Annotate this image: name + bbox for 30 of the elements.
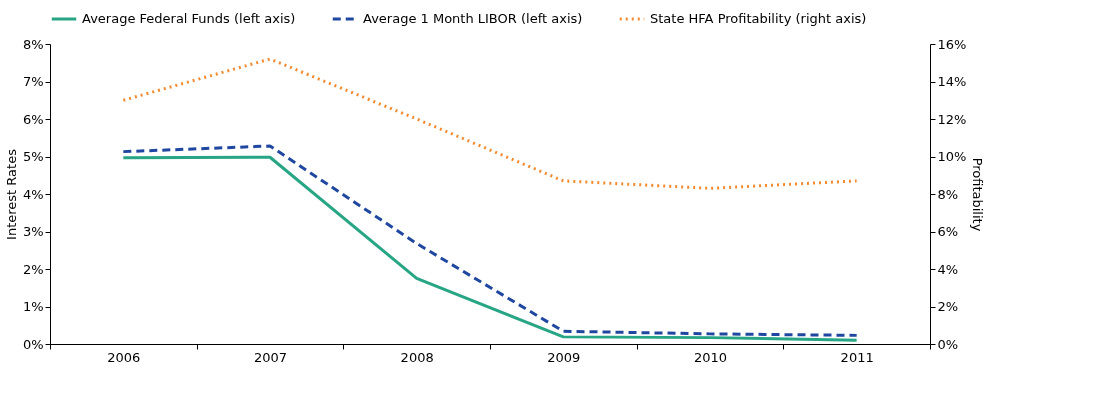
y-tick-label: 6% — [22, 111, 44, 127]
y-axis-title: Interest Rates — [3, 148, 19, 240]
x-tick-label: 2009 — [547, 349, 581, 365]
y2-tick-label: 12% — [937, 111, 967, 127]
y2-tick-label: 4% — [937, 261, 959, 277]
legend-label: State HFA Profitability (right axis) — [650, 11, 867, 26]
x-tick-label: 2008 — [400, 349, 434, 365]
y2-tick-label: 0% — [937, 336, 959, 352]
y2-tick-label: 16% — [937, 36, 967, 52]
legend-label: Average Federal Funds (left axis) — [82, 11, 296, 26]
line-series — [121, 57, 859, 190]
y2-tick-label: 8% — [937, 186, 959, 202]
y-tick-label: 0% — [22, 336, 44, 352]
y-tick-label: 3% — [22, 224, 44, 239]
x-tick-label: 2010 — [693, 349, 728, 365]
x-tick-label: 2007 — [253, 349, 288, 365]
y-tick-label: 4% — [22, 186, 44, 202]
y-tick-label: 8% — [22, 36, 44, 52]
legend-label: Average 1 Month LIBOR (left axis) — [363, 11, 583, 26]
x-tick-label: 2006 — [107, 349, 141, 365]
y-tick-label: 1% — [22, 299, 44, 314]
y2-tick-label: 14% — [937, 74, 967, 89]
x-tick-label: 2011 — [840, 349, 874, 365]
y2-axis-title: Profitability — [970, 157, 986, 232]
y2-tick-label: 6% — [937, 224, 959, 239]
y2-tick-label: 10% — [937, 149, 967, 164]
y-tick-label: 2% — [22, 261, 44, 277]
y2-tick-label: 2% — [937, 299, 959, 314]
y-tick-label: 5% — [22, 149, 44, 164]
y-tick-label: 7% — [22, 74, 44, 89]
